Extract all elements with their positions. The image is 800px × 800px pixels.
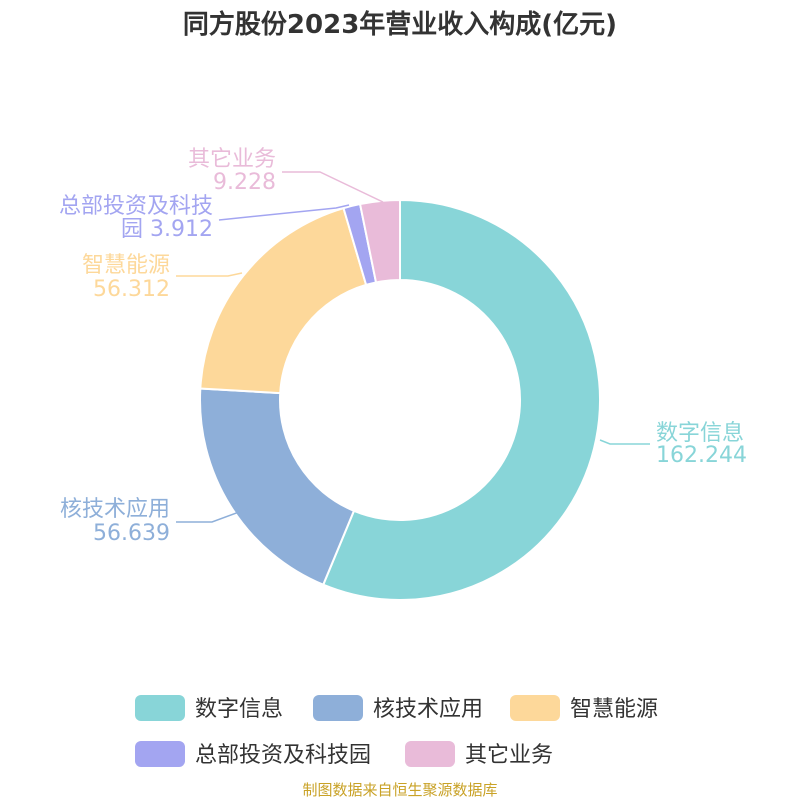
legend-swatch-4[interactable] <box>135 741 185 767</box>
slice-label-value-5: 9.228 <box>213 170 276 195</box>
slice-label-value-2: 56.639 <box>93 521 170 546</box>
legend-swatch-1[interactable] <box>135 695 185 721</box>
slice-1 <box>321 198 601 601</box>
leader-line-1 <box>599 439 650 445</box>
legend-label-2[interactable]: 核技术应用 <box>373 697 483 722</box>
legend-swatch-5[interactable] <box>405 741 455 767</box>
source-note: 制图数据来自恒生聚源数据库 <box>302 781 497 799</box>
leader-line-3 <box>176 272 243 277</box>
slice-label-value-4: 园 3.912 <box>121 217 213 242</box>
slice-3 <box>199 206 368 395</box>
chart-title: 同方股份2023年营业收入构成(亿元) <box>183 9 617 40</box>
slice-label-name-4: 总部投资及科技 <box>59 194 213 219</box>
legend-label-4[interactable]: 总部投资及科技园 <box>195 743 371 768</box>
slice-label-value-1: 162.244 <box>656 443 747 468</box>
legend-swatch-3[interactable] <box>510 695 560 721</box>
leader-line-4 <box>218 204 350 221</box>
slice-label-name-5: 其它业务 <box>188 147 276 172</box>
leader-line-5 <box>282 171 384 203</box>
slice-label-name-3: 智慧能源 <box>82 253 170 278</box>
donut-slices <box>199 198 601 601</box>
legend-label-1[interactable]: 数字信息 <box>195 697 283 722</box>
legend-label-3[interactable]: 智慧能源 <box>570 697 658 722</box>
slice-label-name-1: 数字信息 <box>656 421 744 446</box>
legend-label-5[interactable]: 其它业务 <box>465 743 553 768</box>
slice-5 <box>358 198 401 284</box>
legend-swatch-2[interactable] <box>313 695 363 721</box>
slice-label-value-3: 56.312 <box>93 277 170 302</box>
slice-2 <box>199 387 356 586</box>
slice-label-name-2: 核技术应用 <box>60 497 170 522</box>
leader-line-2 <box>176 504 259 523</box>
